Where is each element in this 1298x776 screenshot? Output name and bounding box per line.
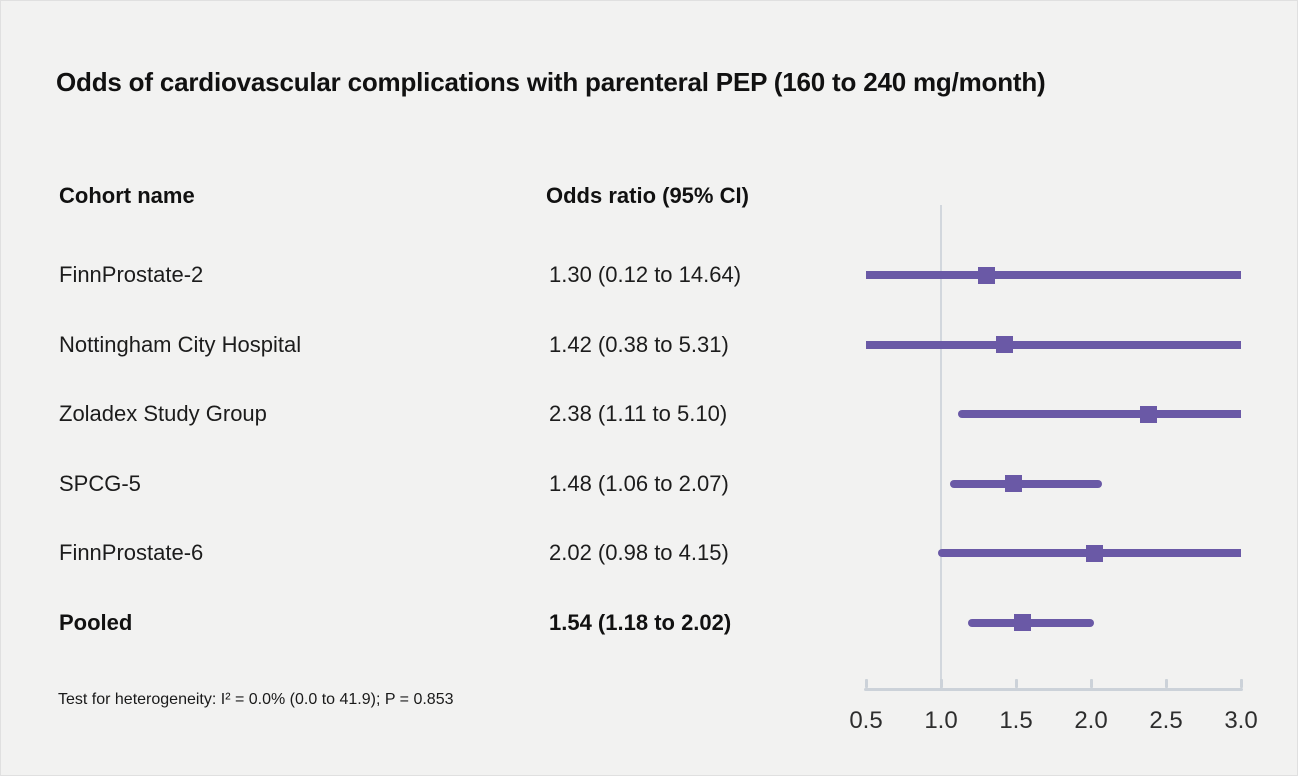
axis-tick-label: 0.5: [849, 707, 883, 734]
column-header-odds-ratio: Odds ratio (95% CI): [546, 183, 749, 208]
axis-tick: [864, 679, 868, 688]
reference-line: [940, 205, 942, 691]
cohort-label: SPCG-5: [59, 470, 141, 496]
axis-tick: [1239, 679, 1243, 688]
point-estimate-marker: [1139, 405, 1157, 423]
point-estimate-marker: [1013, 614, 1031, 631]
odds-ratio-value: 1.42 (0.38 to 5.31): [549, 331, 729, 357]
axis-tick-label: 1.5: [999, 707, 1033, 734]
odds-ratio-value: 1.48 (1.06 to 2.07): [549, 470, 729, 496]
confidence-interval-line: [957, 410, 1241, 418]
axis-tick-label: 3.0: [1224, 707, 1258, 734]
confidence-interval-line: [950, 479, 1102, 488]
heterogeneity-note: Test for heterogeneity: I² = 0.0% (0.0 t…: [58, 691, 454, 708]
odds-ratio-value: 2.38 (1.11 to 5.10): [549, 401, 728, 426]
cohort-label: FinnProstate-2: [59, 262, 204, 287]
page-title: Odds of cardiovascular complications wit…: [56, 67, 1046, 97]
odds-ratio-value: 1.54 (1.18 to 2.02): [549, 609, 732, 635]
cohort-label: FinnProstate-6: [59, 540, 204, 565]
x-axis-line: [864, 688, 1243, 691]
axis-tick: [939, 679, 943, 688]
confidence-interval-line: [866, 340, 1241, 349]
cohort-label: Nottingham City Hospital: [59, 331, 302, 357]
axis-tick: [1089, 679, 1093, 688]
odds-ratio-value: 2.02 (0.98 to 4.15): [549, 540, 729, 565]
point-estimate-marker: [977, 266, 995, 284]
confidence-interval-line: [866, 271, 1241, 279]
cohort-label: Pooled: [59, 609, 133, 635]
axis-tick: [1014, 679, 1018, 688]
axis-tick-label: 2.5: [1149, 707, 1183, 734]
point-estimate-marker: [1004, 475, 1022, 492]
odds-ratio-value: 1.30 (0.12 to 14.64): [549, 262, 742, 287]
cohort-label: Zoladex Study Group: [59, 401, 267, 426]
confidence-interval-line: [968, 618, 1094, 627]
point-estimate-marker: [1085, 544, 1103, 562]
axis-tick-label: 2.0: [1074, 707, 1108, 734]
column-header-cohort: Cohort name: [59, 183, 195, 208]
point-estimate-marker: [995, 336, 1013, 353]
axis-tick-label: 1.0: [924, 707, 958, 734]
axis-tick: [1164, 679, 1168, 688]
